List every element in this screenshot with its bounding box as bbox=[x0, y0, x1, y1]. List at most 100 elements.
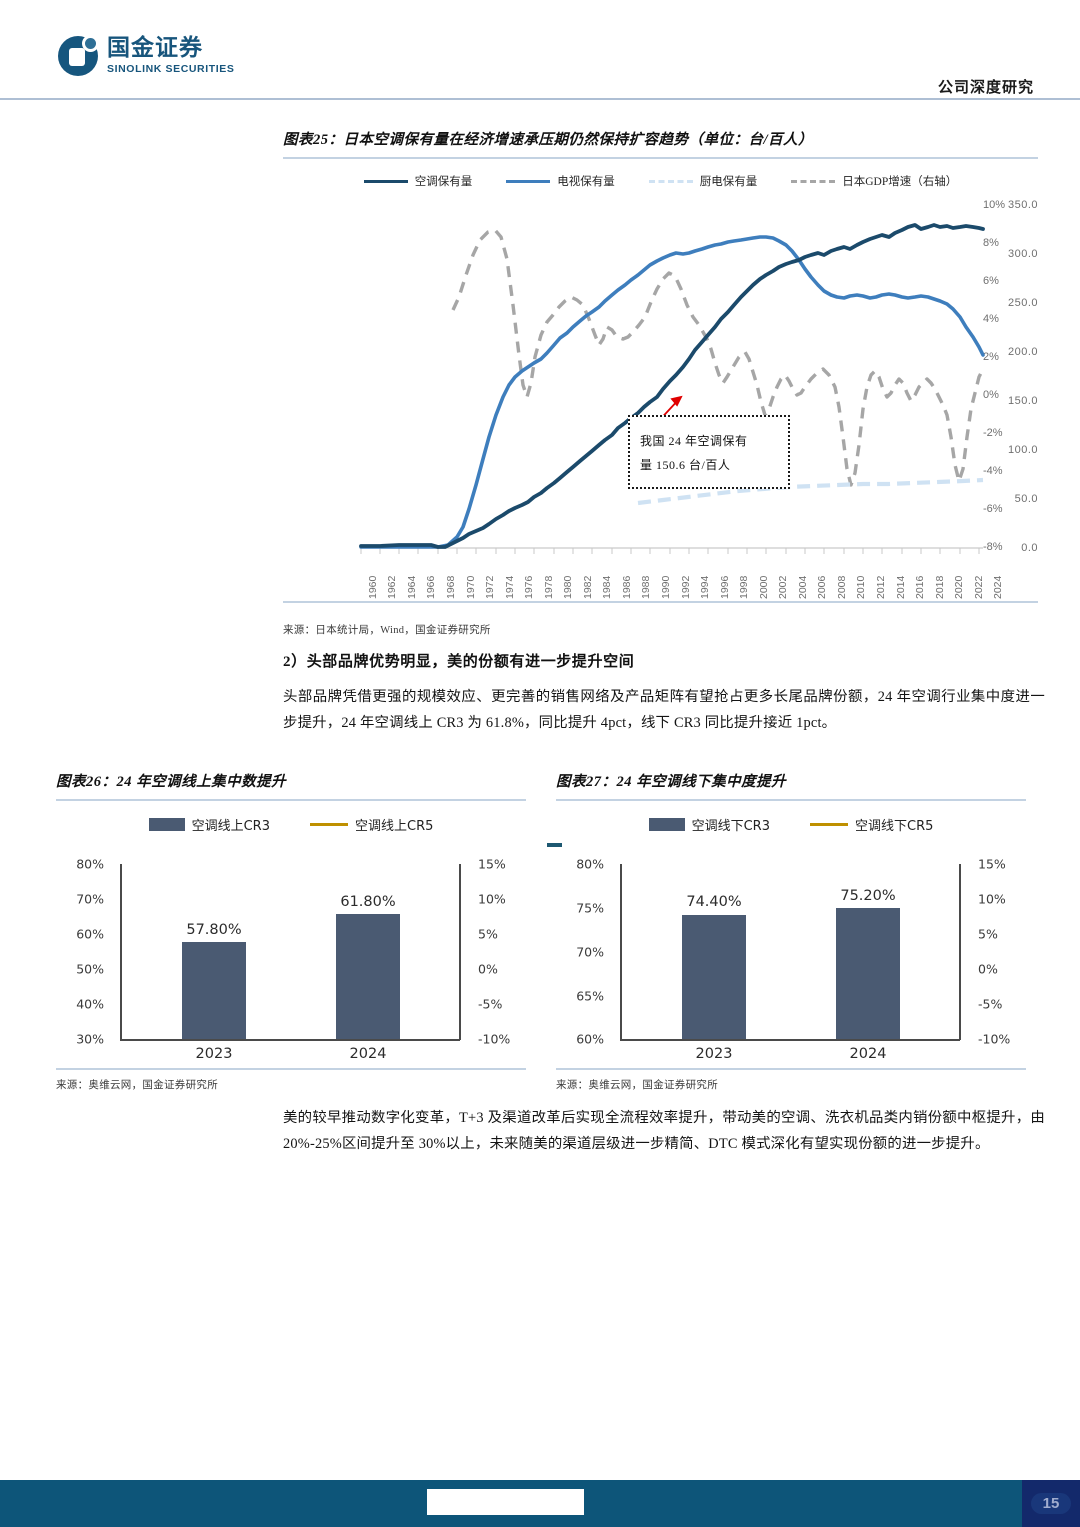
fig27-y-80: 80% bbox=[576, 856, 604, 872]
y2-tick-2: 2% bbox=[983, 351, 999, 363]
y-tick-250: 250.0 bbox=[1007, 297, 1038, 309]
bar-value-2024: 61.80% bbox=[340, 894, 396, 910]
fig27-y2-neg5: -5% bbox=[978, 996, 1003, 1012]
fig27-y2-neg10: -10% bbox=[978, 1031, 1011, 1047]
legend-swatch-gdp bbox=[791, 179, 836, 183]
section-heading: 2）头部品牌优势明显，美的份额有进一步提升空间 bbox=[283, 654, 635, 670]
figure-27-legend: 空调线下CR3 空调线下CR5 bbox=[547, 815, 1026, 847]
x-tick: 1980 bbox=[562, 575, 575, 599]
x-tick: 1974 bbox=[503, 575, 516, 599]
fig27-y-75: 75% bbox=[576, 900, 604, 916]
footer-white-block bbox=[427, 1489, 584, 1515]
x-tick: 1986 bbox=[620, 575, 633, 599]
y2-tick-4: 4% bbox=[983, 313, 999, 325]
x-tick: 1982 bbox=[581, 575, 594, 599]
x-tick: 2006 bbox=[816, 575, 829, 599]
legend-label-kitchen: 厨电保有量 bbox=[699, 176, 758, 188]
fig26-y-70: 70% bbox=[76, 891, 104, 907]
x-tick: 2022 bbox=[972, 575, 985, 599]
legend-item-cr3-offline: 空调线下CR3 bbox=[648, 815, 770, 834]
figure-26-title: 图表26：24 年空调线上集中数提升 bbox=[56, 774, 287, 790]
legend-item-cr5-online: 空调线上CR5 bbox=[310, 815, 433, 834]
fig27-baseline bbox=[620, 1039, 960, 1041]
fig27-y-70: 70% bbox=[576, 944, 604, 960]
x-tick: 1978 bbox=[542, 575, 555, 599]
legend-label-cr5-offline: 空调线下CR5 bbox=[855, 819, 934, 834]
figure-27-plot: 80% 75% 70% 65% 60% 15% 10% 5% 0% -5% -1… bbox=[556, 840, 1026, 1065]
legend-item-ac: 空调保有量 bbox=[363, 173, 472, 189]
x-tick: 2008 bbox=[835, 575, 848, 599]
x-tick: 2016 bbox=[914, 575, 927, 599]
y2-tick-neg2: -2% bbox=[983, 427, 1003, 439]
company-logo: 国金证券 SINOLINK SECURITIES bbox=[58, 35, 235, 76]
legend-item-kitchen: 厨电保有量 bbox=[648, 173, 758, 189]
figure-27-block: 图表27：24 年空调线下集中度提升 空调线下CR3 空调线下CR5 80% 7… bbox=[547, 770, 1026, 1065]
x-tick: 1966 bbox=[425, 575, 438, 599]
series-kitchen-line bbox=[637, 477, 984, 506]
x-tick: 1970 bbox=[464, 575, 477, 599]
figure-25-annotation-box: 我国 24 年空调保有 量 150.6 台/百人 bbox=[628, 415, 790, 489]
page-number: 15 bbox=[1022, 1480, 1080, 1527]
legend-label-tv: 电视保有量 bbox=[557, 176, 615, 188]
fig26-baseline bbox=[120, 1039, 460, 1041]
figure-25-x-axis: 1960 1962 1964 1966 1968 1970 1972 1974 … bbox=[363, 549, 1008, 599]
y2-tick-10: 10% bbox=[983, 199, 1006, 211]
x-tick: 1988 bbox=[640, 575, 653, 599]
legend-swatch-kitchen bbox=[648, 179, 693, 183]
figure-25-plot: 350.0 300.0 250.0 200.0 150.0 100.0 50.0… bbox=[283, 197, 1038, 599]
y2-tick-neg4: -4% bbox=[983, 465, 1003, 477]
header-divider bbox=[0, 98, 1080, 100]
legend-item-tv: 电视保有量 bbox=[506, 173, 615, 189]
y-tick-100: 100.0 bbox=[1007, 444, 1038, 456]
figure-25-title: 图表25：日本空调保有量在经济增速承压期仍然保持扩容趋势（单位：台/百人） bbox=[283, 132, 814, 148]
bar-2023 bbox=[682, 915, 746, 1039]
figure-27-title: 图表27：24 年空调线下集中度提升 bbox=[556, 774, 787, 790]
legend-swatch-cr5-online bbox=[310, 823, 348, 826]
x-tick: 1994 bbox=[699, 575, 712, 599]
page-number-value: 15 bbox=[1030, 1493, 1072, 1514]
bar-value-2023: 57.80% bbox=[186, 922, 242, 938]
figure-26-title-divider bbox=[56, 799, 526, 801]
x-tick: 1996 bbox=[718, 575, 731, 599]
x-tick: 1968 bbox=[444, 575, 457, 599]
figure-26-legend: 空调线上CR3 空调线上CR5 bbox=[56, 815, 526, 834]
figure-25-title-divider bbox=[283, 157, 1038, 159]
fig26-y-50: 50% bbox=[76, 961, 104, 977]
fig27-y-60: 60% bbox=[576, 1031, 604, 1047]
logo-text-cn: 国金证券 bbox=[107, 35, 203, 62]
fig27-y2-15: 15% bbox=[978, 856, 1006, 872]
annotation-line-1: 我国 24 年空调保有 bbox=[640, 433, 748, 448]
legend-label-cr3-offline: 空调线下CR3 bbox=[691, 819, 770, 834]
x-tick: 1972 bbox=[484, 575, 497, 599]
fig27-y2-0: 0% bbox=[978, 961, 998, 977]
legend-item-cr3-online: 空调线上CR3 bbox=[148, 815, 270, 834]
fig26-y-30: 30% bbox=[76, 1031, 104, 1047]
y2-tick-8: 8% bbox=[983, 237, 999, 249]
y2-tick-neg6: -6% bbox=[983, 503, 1003, 515]
y2-tick-0: 0% bbox=[983, 389, 999, 401]
sinolink-logo-icon bbox=[58, 35, 99, 76]
fig26-y2-15: 15% bbox=[478, 856, 506, 872]
figure-25-bottom-divider bbox=[283, 601, 1038, 603]
figure-27-title-divider bbox=[556, 799, 1026, 801]
bar-value-2023: 74.40% bbox=[686, 894, 742, 910]
fig26-left-axis bbox=[120, 864, 122, 1040]
fig27-y2-10: 10% bbox=[978, 891, 1006, 907]
y-tick-200: 200.0 bbox=[1007, 346, 1038, 358]
legend-item-gdp: 日本GDP增速（右轴） bbox=[791, 173, 957, 189]
x-tick: 1998 bbox=[738, 575, 751, 599]
figure-25-legend: 空调保有量 电视保有量 厨电保有量 日本GDP增速（右轴） bbox=[283, 173, 1038, 189]
legend-item-cr5-offline: 空调线下CR5 bbox=[810, 815, 933, 834]
fig27-y-65: 65% bbox=[576, 988, 604, 1004]
series-tv-line bbox=[359, 235, 985, 549]
y-tick-50: 50.0 bbox=[1014, 493, 1038, 505]
legend-swatch-cr3-offline bbox=[648, 818, 685, 831]
closing-paragraph: 美的较早推动数字化变革，T+3 及渠道改革后实现全流程效率提升，带动美的空调、洗… bbox=[283, 1110, 1045, 1152]
x-tick: 2014 bbox=[894, 575, 907, 599]
section-paragraph: 头部品牌凭借更强的规模效应、更完善的销售网络及产品矩阵有望抢占更多长尾品牌份额，… bbox=[283, 689, 1045, 731]
x-tick: 1984 bbox=[601, 575, 614, 599]
x-tick: 1962 bbox=[386, 575, 399, 599]
legend-swatch-ac bbox=[363, 179, 408, 183]
legend-swatch-tv bbox=[506, 179, 551, 183]
